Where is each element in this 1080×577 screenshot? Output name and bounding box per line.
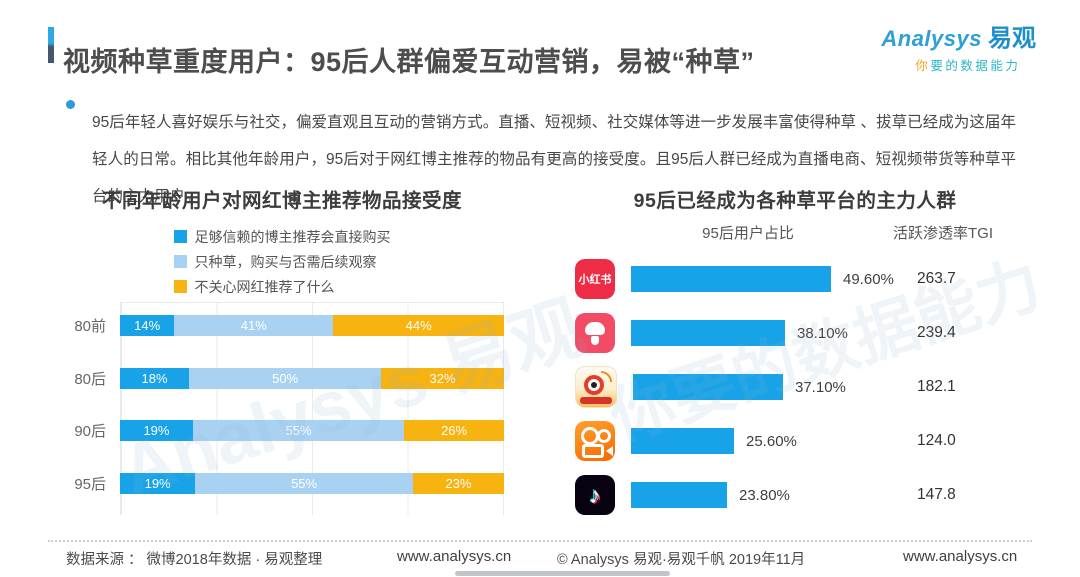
left-chart-plot: 80前 14% 41% 44% 80后 18% 50% 32% 90后 19% 55% 26% 95后 1…: [60, 302, 504, 516]
category-label: 90后: [74, 423, 106, 440]
left-chart-section: 不同年龄用户对网红博主推荐物品接受度 足够信赖的博主推荐会直接购买 只种草，购买与…: [58, 184, 506, 304]
bar-segment: 32%: [381, 367, 504, 389]
weibo-icon: [575, 366, 617, 408]
stacked-bar: 19% 55% 23%: [120, 472, 504, 494]
platform-row: ♪ 23.80% 147.8: [575, 468, 1035, 522]
legend-label: 不关心网红推荐了什么: [194, 278, 335, 295]
bar-segment: 55%: [195, 472, 413, 494]
category-label: 80后: [74, 370, 106, 388]
left-chart-title: 不同年龄用户对网红博主推荐物品接受度: [101, 190, 462, 212]
stacked-bar-row: 95后 19% 55% 23%: [60, 472, 504, 494]
left-chart-legend: 足够信赖的博主推荐会直接购买 只种草，购买与否需后续观察 不关心网红推荐了什么: [173, 228, 391, 295]
right-chart-col1-header: 95后用户占比: [702, 225, 794, 242]
tgi-value-label: 182.1: [917, 378, 956, 395]
tgi-value-label: 124.0: [917, 432, 956, 449]
douyin-icon: ♪: [575, 475, 615, 515]
share-bar: [631, 266, 831, 292]
platform-row: 38.10% 239.4: [575, 306, 1035, 360]
logo-tagline-rest: 要的数据能力: [930, 59, 1021, 73]
share-bar: [631, 482, 727, 508]
share-value-label: 25.60%: [746, 432, 797, 450]
platform-row: 小红书 49.60% 263.7: [575, 252, 1035, 306]
bar-segment: 19%: [120, 420, 193, 441]
website-url-right: www.analysys.cn: [903, 548, 1018, 565]
legend-label: 足够信赖的博主推荐会直接购买: [194, 228, 391, 245]
stacked-bar: 19% 55% 26%: [120, 420, 504, 441]
xiaohongshu-icon-label: 小红书: [578, 274, 612, 286]
tgi-value-label: 147.8: [917, 486, 956, 503]
data-source-text: 数据来源 ： 微博2018年数据 · 易观整理: [66, 552, 323, 568]
right-chart-section: 95后已经成为各种草平台的主力人群: [555, 184, 1035, 213]
bar-segment: 26%: [404, 420, 504, 441]
share-value-label: 37.10%: [795, 378, 846, 396]
tgi-value-label: 263.7: [917, 270, 956, 287]
tgi-value-label: 239.4: [917, 324, 956, 341]
summary-text: 95后年轻人喜好娱乐与社交，偏爱直观且互动的营销方式。直播、短视频、社交媒体等进…: [92, 113, 1016, 205]
xiaohongshu-icon: 小红书: [575, 259, 615, 299]
stacked-bar: 18% 50% 32%: [120, 367, 504, 389]
logo-brand-cn: 易观: [988, 25, 1036, 52]
category-label: 80前: [74, 318, 106, 335]
bar-segment: 41%: [174, 315, 334, 336]
legend-item: 不关心网红推荐了什么: [173, 278, 391, 295]
copyright-text: © Analysys 易观·易观千帆 2019年11月: [557, 552, 806, 568]
legend-swatch-icon: [173, 280, 187, 293]
logo-tagline-first: 你: [915, 59, 931, 73]
legend-label: 只种草，购买与否需后续观察: [194, 253, 377, 270]
bar-segment: 44%: [333, 315, 504, 336]
title-accent-bar: [48, 27, 54, 63]
analysys-logo: Analysys 易观 你要的数据能力: [881, 18, 1036, 74]
bar-segment: 50%: [189, 367, 382, 389]
bar-segment: 55%: [192, 420, 405, 441]
stacked-bar-row: 90后 19% 55% 26%: [60, 420, 504, 441]
bullet-icon: [66, 100, 75, 109]
bar-segment: 18%: [120, 367, 190, 389]
kuaishou-icon: [575, 421, 615, 461]
logo-tagline: 你要的数据能力: [881, 55, 1036, 74]
platform-row: 37.10% 182.1: [575, 360, 1035, 414]
legend-swatch-icon: [173, 230, 187, 243]
legend-swatch-icon: [173, 255, 187, 268]
legend-item: 只种草，购买与否需后续观察: [173, 253, 391, 270]
bar-segment: 19%: [120, 472, 196, 494]
legend-item: 足够信赖的博主推荐会直接购买: [173, 228, 391, 245]
bar-segment: 23%: [412, 472, 504, 494]
share-bar: [631, 428, 734, 454]
platform-row: 25.60% 124.0: [575, 414, 1035, 468]
bottom-scroll-pill: [455, 571, 670, 576]
stacked-bar-row: 80前 14% 41% 44%: [60, 315, 504, 336]
share-bar: [633, 374, 783, 400]
share-bar: [631, 320, 785, 346]
bar-segment: 14%: [120, 315, 175, 336]
right-chart-title: 95后已经成为各种草平台的主力人群: [633, 190, 957, 212]
stacked-bar: 14% 41% 44%: [120, 315, 504, 336]
right-chart-col2-header: 活跃渗透率TGI: [893, 225, 993, 242]
category-label: 95后: [74, 475, 106, 493]
stacked-bar-row: 80后 18% 50% 32%: [60, 367, 504, 389]
mogujie-icon: [575, 313, 615, 353]
website-url-left: www.analysys.cn: [397, 548, 512, 565]
logo-brand-en: Analysys: [881, 26, 982, 51]
share-value-label: 23.80%: [739, 486, 790, 504]
footer-divider: [48, 540, 1032, 542]
share-value-label: 49.60%: [843, 270, 894, 288]
logo-brand: Analysys 易观: [881, 18, 1036, 53]
share-value-label: 38.10%: [797, 324, 848, 342]
page-title: 视频种草重度用户：95后人群偏爱互动营销，易被“种草”: [63, 47, 755, 78]
